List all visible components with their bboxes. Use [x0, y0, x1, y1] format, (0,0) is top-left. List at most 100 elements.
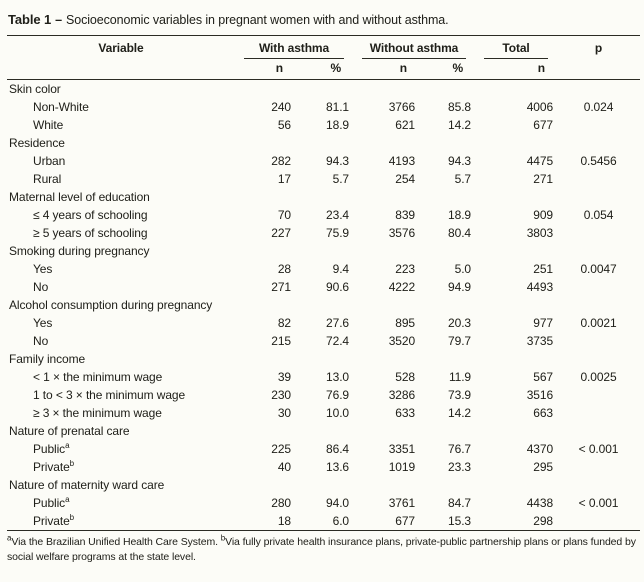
- cell-p: 0.5456: [580, 154, 617, 168]
- col-group-total-label: Total: [484, 39, 549, 59]
- group-row: Residence: [7, 134, 640, 152]
- data-row: Privateb 40 13.6 1019 23.3 295: [7, 458, 640, 476]
- cell-n-with-asthma: 240: [271, 100, 291, 114]
- group-label: Maternal level of education: [9, 190, 150, 204]
- row-label: ≥ 3 × the minimum wage: [33, 406, 162, 420]
- cell-n-without-asthma: 3286: [388, 388, 416, 402]
- row-label: 1 to < 3 × the minimum wage: [33, 388, 186, 402]
- col-group-without-asthma-label: Without asthma: [362, 39, 467, 59]
- group-label: Nature of prenatal care: [9, 424, 130, 438]
- table-title-dash: –: [55, 13, 62, 27]
- table-footnote: aVia the Brazilian Unified Health Care S…: [7, 533, 640, 564]
- cell-p: [557, 170, 640, 188]
- cell-pct-with-asthma: 90.6: [326, 280, 350, 294]
- data-row: Rural 17 5.7 254 5.7 271: [7, 170, 640, 188]
- cell-n-with-asthma: 39: [277, 370, 291, 384]
- cell-pct-without-asthma: 5.0: [454, 262, 472, 276]
- cell-pct-with-asthma: 13.0: [326, 370, 350, 384]
- row-label: Yes: [33, 316, 53, 330]
- cell-n-with-asthma: 271: [271, 280, 291, 294]
- footnote-text-a: Via the Brazilian Unified Health Care Sy…: [11, 536, 221, 548]
- cell-n-without-asthma: 677: [395, 514, 416, 528]
- cell-n-with-asthma: 82: [277, 316, 291, 330]
- cell-pct-with-asthma: 81.1: [326, 100, 350, 114]
- cell-pct-with-asthma: 75.9: [326, 226, 350, 240]
- data-row: No 271 90.6 4222 94.9 4493: [7, 278, 640, 296]
- cell-pct-without-asthma: 79.7: [448, 334, 472, 348]
- data-row: Publica 225 86.4 3351 76.7 4370 < 0.001: [7, 440, 640, 458]
- cell-pct-without-asthma: 23.3: [448, 460, 472, 474]
- cell-n-without-asthma: 3766: [388, 100, 416, 114]
- row-label: < 1 × the minimum wage: [33, 370, 163, 384]
- row-label: Urban: [33, 154, 66, 168]
- footnote-marker: b: [69, 513, 75, 522]
- cell-total-n: 298: [533, 514, 554, 528]
- header-row-sub: n % n % n: [7, 59, 640, 80]
- cell-n-without-asthma: 528: [395, 370, 416, 384]
- cell-p: 0.0025: [580, 370, 617, 384]
- data-row: ≥ 5 years of schooling 227 75.9 3576 80.4 380…: [7, 224, 640, 242]
- group-row: Nature of maternity ward care: [7, 476, 640, 494]
- col-group-with-asthma: With asthma: [235, 36, 353, 59]
- group-label: Nature of maternity ward care: [9, 478, 165, 492]
- group-label: Alcohol consumption during pregnancy: [9, 298, 213, 312]
- cell-n-without-asthma: 3351: [388, 442, 416, 456]
- row-label: Yes: [33, 262, 53, 276]
- cell-total-n: 4370: [526, 442, 554, 456]
- row-label: Publica: [33, 495, 70, 511]
- cell-n-with-asthma: 225: [271, 442, 291, 456]
- cell-pct-with-asthma: 6.0: [332, 514, 350, 528]
- cell-pct-with-asthma: 86.4: [326, 442, 350, 456]
- cell-pct-without-asthma: 11.9: [448, 370, 472, 384]
- cell-total-n: 977: [533, 316, 554, 330]
- cell-p: [557, 512, 640, 531]
- data-row: Non-White 240 81.1 3766 85.8 4006 0.024: [7, 98, 640, 116]
- group-row: Maternal level of education: [7, 188, 640, 206]
- group-label: Residence: [9, 136, 65, 150]
- col-subheader-total-n: n: [475, 59, 558, 80]
- cell-p: [557, 224, 640, 242]
- data-row: No 215 72.4 3520 79.7 3735: [7, 332, 640, 350]
- cell-pct-with-asthma: 72.4: [326, 334, 350, 348]
- cell-n-without-asthma: 254: [395, 172, 416, 186]
- cell-pct-without-asthma: 5.7: [454, 172, 472, 186]
- cell-n-with-asthma: 280: [271, 496, 291, 510]
- footnote-marker-b: b: [220, 533, 226, 543]
- table-title-text: Socioeconomic variables in pregnant wome…: [66, 13, 449, 27]
- group-label: Family income: [9, 352, 86, 366]
- data-row: Urban 282 94.3 4193 94.3 4475 0.5456: [7, 152, 640, 170]
- cell-n-with-asthma: 227: [271, 226, 291, 240]
- cell-p: [557, 458, 640, 476]
- cell-pct-without-asthma: 76.7: [448, 442, 472, 456]
- cell-total-n: 251: [533, 262, 554, 276]
- header-row-groups: Variable With asthma Without asthma Tota…: [7, 35, 641, 80]
- cell-n-with-asthma: 215: [271, 334, 291, 348]
- row-label: No: [33, 280, 49, 294]
- data-row: Publica 280 94.0 3761 84.7 4438 < 0.001: [7, 494, 640, 512]
- cell-n-with-asthma: 18: [277, 514, 291, 528]
- cell-total-n: 567: [533, 370, 554, 384]
- cell-pct-with-asthma: 23.4: [326, 208, 350, 222]
- footnote-marker-a: a: [7, 533, 12, 543]
- cell-pct-with-asthma: 94.3: [326, 154, 350, 168]
- data-row: ≤ 4 years of schooling 70 23.4 839 18.9 909 0.…: [7, 206, 640, 224]
- cell-total-n: 3516: [526, 388, 554, 402]
- col-group-total: Total: [475, 36, 557, 59]
- group-row: Family income: [7, 350, 640, 368]
- col-header-variable: Variable: [7, 35, 235, 80]
- cell-pct-with-asthma: 13.6: [326, 460, 350, 474]
- cell-p: 0.0047: [580, 262, 617, 276]
- cell-pct-without-asthma: 20.3: [448, 316, 472, 330]
- footnote-marker: a: [65, 495, 70, 504]
- cell-n-without-asthma: 3761: [388, 496, 416, 510]
- cell-p: < 0.001: [578, 496, 619, 510]
- group-row: Smoking during pregnancy: [7, 242, 640, 260]
- cell-pct-without-asthma: 94.3: [448, 154, 472, 168]
- table-body: Skin color Non-White 240 81.1 3766 85.8 4006 0.…: [7, 80, 640, 531]
- col-group-with-asthma-label: With asthma: [244, 39, 345, 59]
- cell-p: 0.0021: [580, 316, 617, 330]
- cell-pct-without-asthma: 15.3: [448, 514, 472, 528]
- cell-pct-without-asthma: 85.8: [448, 100, 472, 114]
- cell-n-with-asthma: 40: [277, 460, 291, 474]
